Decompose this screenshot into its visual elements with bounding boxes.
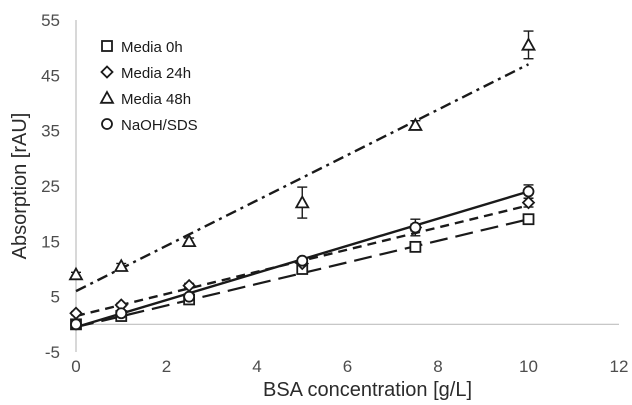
x-axis-title: BSA concentration [g/L] bbox=[263, 379, 472, 401]
y-tick-label: 55 bbox=[41, 11, 60, 30]
point-triangle bbox=[181, 233, 197, 248]
legend-marker-triangle bbox=[99, 90, 115, 104]
y-axis-title: Absorption [rAU] bbox=[9, 113, 31, 260]
legend-label: Media 24h bbox=[121, 65, 191, 82]
x-tick-label: 6 bbox=[343, 357, 352, 376]
point-circle bbox=[296, 254, 309, 267]
point-triangle bbox=[113, 258, 129, 272]
y-tick-labels: -5 5 15 25 35 45 55 bbox=[41, 11, 60, 362]
legend: Media 0h Media 24h Media 48h NaOH/SDS bbox=[99, 39, 198, 134]
y-tick-label: 25 bbox=[41, 177, 60, 196]
legend-label: NaOH/SDS bbox=[121, 117, 198, 134]
point-diamond bbox=[69, 306, 83, 321]
legend-marker-square bbox=[101, 40, 113, 52]
x-tick-label: 0 bbox=[71, 357, 80, 376]
legend-label: Media 48h bbox=[121, 91, 191, 108]
x-tick-label: 8 bbox=[433, 357, 442, 376]
y-tick-label: 15 bbox=[41, 232, 60, 251]
point-circle bbox=[522, 185, 535, 198]
y-tick-label: 45 bbox=[41, 66, 60, 85]
point-circle bbox=[115, 307, 128, 320]
data-points bbox=[68, 37, 537, 331]
point-square bbox=[409, 240, 422, 253]
axes bbox=[75, 20, 619, 352]
point-circle bbox=[70, 318, 82, 331]
point-triangle bbox=[294, 194, 310, 209]
y-tick-label: 35 bbox=[41, 122, 60, 141]
point-triangle bbox=[68, 266, 84, 281]
legend-marker-diamond bbox=[100, 65, 114, 79]
point-square bbox=[522, 213, 535, 226]
y-tick-label: -5 bbox=[45, 343, 60, 362]
point-triangle bbox=[520, 37, 537, 51]
point-circle bbox=[409, 221, 422, 234]
point-circle bbox=[183, 290, 196, 303]
point-triangle bbox=[407, 117, 423, 131]
legend-label: Media 0h bbox=[121, 39, 183, 56]
x-tick-label: 12 bbox=[610, 357, 629, 376]
x-tick-label: 2 bbox=[162, 357, 171, 376]
y-tick-label: 5 bbox=[51, 288, 60, 307]
legend-marker-circle bbox=[101, 118, 113, 130]
x-tick-labels: 0 2 4 6 8 10 12 bbox=[71, 357, 628, 376]
x-tick-label: 10 bbox=[519, 357, 538, 376]
point-diamond bbox=[521, 195, 536, 210]
x-tick-label: 4 bbox=[252, 357, 261, 376]
